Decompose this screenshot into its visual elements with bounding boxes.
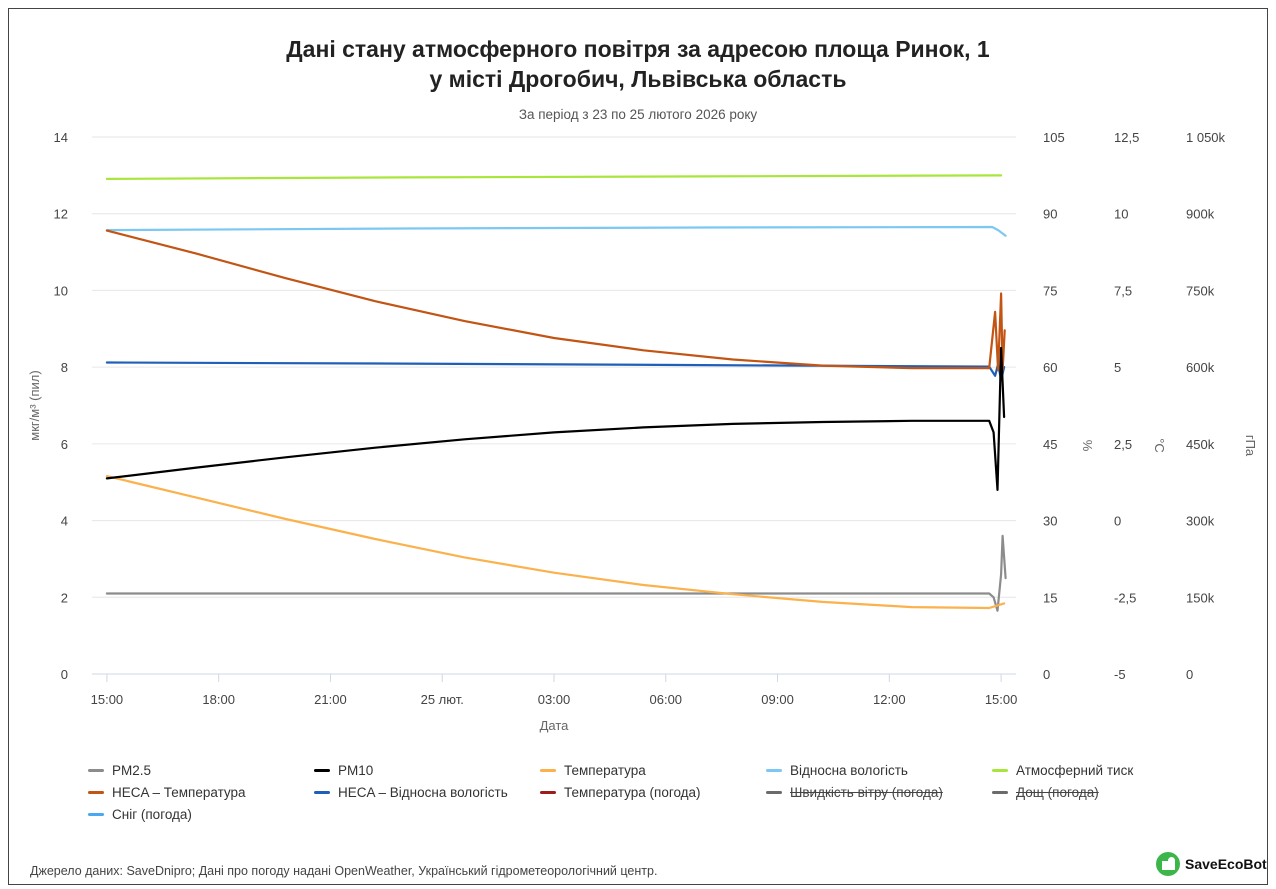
legend-label: Сніг (погода) [112,806,192,822]
y-tick-label-humidity: 45 [1043,437,1057,452]
x-tick-label: 25 лют. [421,692,464,707]
x-tick-label: 15:00 [985,692,1018,707]
y-tick-label-temperature: 10 [1114,207,1128,222]
legend-label: Відносна вологість [790,762,908,778]
y-tick-label-temperature: 5 [1114,360,1121,375]
series-line-heca-відносна-вологість [105,361,1006,381]
legend-label: Атмосферний тиск [1016,762,1134,778]
legend-item[interactable]: Відносна вологість [766,760,908,780]
y-tick-label-temperature: 0 [1114,514,1121,529]
legend-item[interactable]: Температура [540,760,646,780]
legend-swatch [766,768,782,772]
y-tick-label-temperature: -5 [1114,667,1126,682]
legend-label: Дощ (погода) [1016,784,1099,800]
x-tick-label: 12:00 [873,692,906,707]
series-line-pm10 [105,346,1006,491]
y-tick-label-humidity: 60 [1043,360,1057,375]
chart-title-line-1: Дані стану атмосферного повітря за адрес… [286,36,990,62]
legend-item[interactable]: Температура (погода) [540,782,701,802]
x-tick-label: 03:00 [538,692,571,707]
legend-item[interactable]: Швидкість вітру (погода) [766,782,943,802]
y-tick-label-pressure: 750k [1186,283,1215,298]
y-tick-label-pm: 12 [54,207,68,222]
y-tick-label-pressure: 150k [1186,590,1215,605]
legend-swatch [314,790,330,794]
legend-swatch [88,790,104,794]
series-line-температура [105,475,1006,610]
saveecobot-logo-icon [1156,852,1180,876]
legend-swatch [766,790,782,794]
legend-label: HECA – Температура [112,784,246,800]
x-axis-title: Дата [540,718,570,733]
y-tick-label-humidity: 90 [1043,207,1057,222]
chart-frame [8,8,1268,885]
legend-item[interactable]: Сніг (погода) [88,804,192,824]
legend-item[interactable]: HECA – Температура [88,782,246,802]
y-tick-label-humidity: 75 [1043,283,1057,298]
y-tick-label-pressure: 900k [1186,207,1215,222]
chart-subtitle: За період з 23 по 25 лютого 2026 року [518,107,758,122]
legend-label: PM2.5 [112,762,152,778]
y-axis-title-temperature: °C [1152,438,1167,453]
y-tick-label-pm: 10 [54,283,68,298]
x-tick-label: 15:00 [91,692,124,707]
y-tick-label-pressure: 600k [1186,360,1215,375]
legend-swatch [88,812,104,816]
legend-item[interactable]: PM10 [314,760,373,780]
legend-label: Температура [564,762,646,778]
legend-swatch [540,790,556,794]
y-tick-label-pm: 6 [61,437,68,452]
data-source-note: Джерело даних: SaveDnipro; Дані про пого… [30,864,658,878]
brand-name: SaveEcoBot [1185,856,1267,872]
x-tick-label: 18:00 [202,692,235,707]
legend-label: Швидкість вітру (погода) [790,784,943,800]
legend-swatch [314,768,330,772]
legend-label: PM10 [338,762,374,778]
chart-title-line-2: у місті Дрогобич, Львівська область [429,66,847,92]
x-tick-label: 09:00 [761,692,794,707]
series-line-атмосферний-тиск [105,174,1003,180]
y-tick-label-temperature: 2,5 [1114,437,1132,452]
legend-item[interactable]: PM2.5 [88,760,151,780]
y-tick-label-pm: 8 [61,360,68,375]
y-tick-label-humidity: 30 [1043,514,1057,529]
brand[interactable]: SaveEcoBot [1156,852,1267,876]
legend-swatch [540,768,556,772]
y-tick-label-temperature: -2,5 [1114,590,1136,605]
y-tick-label-pressure: 1 050k [1186,130,1226,145]
series-line-pm2-5 [105,534,1007,612]
y-tick-label-pressure: 450k [1186,437,1215,452]
legend-swatch [992,790,1008,794]
y-axis-title-pm: мкг/м³ (пил) [27,370,42,440]
y-tick-label-humidity: 15 [1043,590,1057,605]
y-tick-label-pm: 14 [54,130,68,145]
legend-item[interactable]: HECA – Відносна вологість [314,782,508,802]
x-tick-label: 21:00 [314,692,347,707]
y-tick-label-humidity: 105 [1043,130,1065,145]
y-axis-title-humidity: % [1080,440,1095,452]
legend-swatch [88,768,104,772]
y-tick-label-pressure: 300k [1186,514,1215,529]
y-tick-label-temperature: 12,5 [1114,130,1139,145]
legend-item[interactable]: Атмосферний тиск [992,760,1133,780]
y-axis-title-pressure: гПа [1243,435,1258,457]
legend-item[interactable]: Дощ (погода) [992,782,1099,802]
y-tick-label-pm: 2 [61,590,68,605]
y-tick-label-humidity: 0 [1043,667,1050,682]
series-line-відносна-вологість [105,225,1007,237]
y-tick-label-temperature: 7,5 [1114,283,1132,298]
y-tick-label-pm: 0 [61,667,68,682]
chart-title: Дані стану атмосферного повітря за адрес… [8,34,1268,94]
series-line-heca-температура [105,229,1006,372]
legend-label: HECA – Відносна вологість [338,784,508,800]
legend-swatch [992,768,1008,772]
legend-label: Температура (погода) [564,784,701,800]
y-tick-label-pressure: 0 [1186,667,1193,682]
y-tick-label-pm: 4 [61,514,68,529]
x-tick-label: 06:00 [650,692,683,707]
